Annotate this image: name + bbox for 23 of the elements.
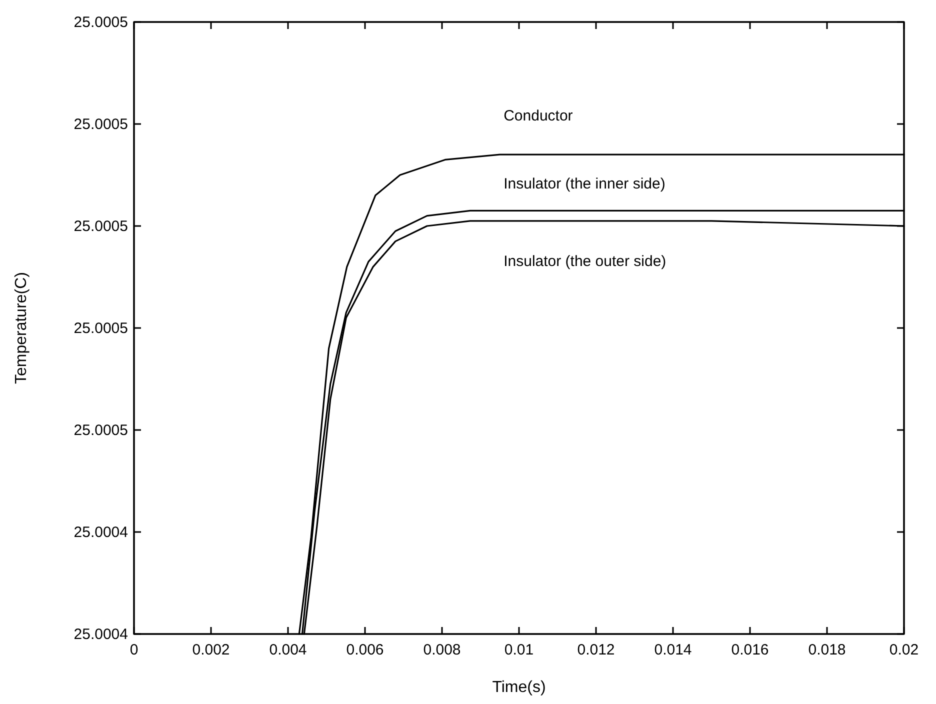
x-tick-label: 0.008: [423, 642, 461, 659]
x-tick-label: 0.018: [808, 642, 846, 659]
y-tick-label: 25.0005: [74, 422, 128, 439]
x-tick-label: 0: [130, 642, 138, 659]
y-tick-label: 25.0004: [74, 524, 128, 541]
x-tick-label: 0.014: [654, 642, 692, 659]
y-axis-title: Temperature(C): [13, 272, 30, 384]
text: Conductor: [504, 108, 573, 125]
x-axis-title: Time(s): [492, 679, 546, 696]
y-tick-label: 25.0004: [74, 626, 128, 643]
x-tick-label: 0.016: [731, 642, 769, 659]
x-tick-label: 0.004: [269, 642, 307, 659]
x-tick-label: 0.012: [577, 642, 615, 659]
x-tick-label: 0.002: [192, 642, 230, 659]
series-label: Insulator (the inner side): [504, 176, 666, 193]
x-tick-label: 0.006: [346, 642, 384, 659]
x-tick-label: 0.02: [889, 642, 919, 659]
text: Insulator (the outer side): [504, 252, 666, 270]
y-tick-label: 25.0005: [74, 320, 128, 337]
y-tick-label: 25.0005: [74, 218, 128, 235]
x-tick-label: 0.01: [504, 642, 534, 659]
y-tick-label: 25.0005: [74, 14, 128, 31]
y-tick-label: 25.0005: [74, 116, 128, 133]
